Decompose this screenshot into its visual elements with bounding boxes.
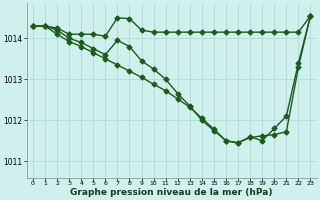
X-axis label: Graphe pression niveau de la mer (hPa): Graphe pression niveau de la mer (hPa) — [70, 188, 273, 197]
